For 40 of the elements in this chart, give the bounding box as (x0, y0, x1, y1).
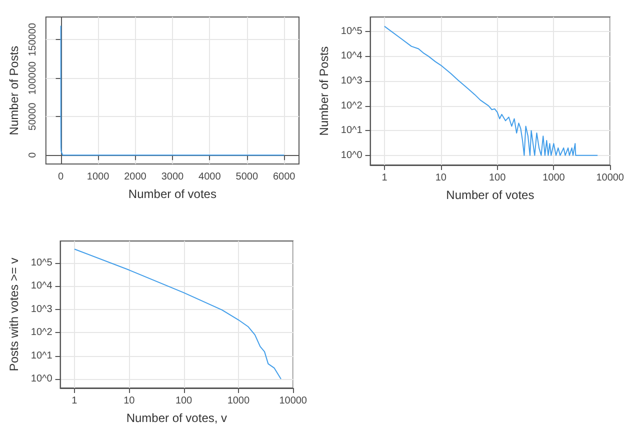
y-tick-label: 10^4 (340, 50, 363, 62)
y-tick-label: 10^5 (30, 257, 53, 268)
y-tick-label: 10^3 (30, 304, 53, 315)
x-tick-label: 3000 (161, 172, 184, 182)
y-tick-label: 0 (27, 152, 38, 158)
x-axis-title: Number of votes (128, 187, 216, 201)
x-axis-title: Number of votes (446, 188, 534, 202)
x-tick-label: 1000 (542, 172, 566, 184)
y-tick-label: 10^1 (340, 125, 363, 136)
y-axis-title: Number of Posts (317, 46, 331, 136)
x-tick-label: 5000 (236, 172, 258, 182)
y-tick-label: 10^4 (30, 280, 53, 292)
x-tick-label: 100 (488, 172, 506, 184)
y-tick-label: 10^1 (30, 350, 53, 362)
line-series (60, 25, 285, 156)
x-tick-label: 10 (435, 172, 447, 184)
x-tick-label: 0 (58, 172, 64, 182)
x-tick-label: 10000 (596, 172, 624, 184)
x-tick-label: 1000 (86, 172, 110, 182)
x-tick-label: 1000 (227, 396, 250, 406)
y-tick-label: 10^0 (30, 374, 53, 385)
y-axis-title: Number of Posts (7, 46, 21, 136)
x-tick-label: 6000 (272, 172, 296, 182)
x-tick-label: 4000 (198, 172, 222, 182)
y-tick-label: 10^3 (340, 75, 363, 86)
y-axis-title: Posts with votes >= v (7, 258, 21, 372)
x-tick-label: 1 (382, 172, 388, 184)
x-tick-label: 10 (124, 396, 136, 406)
x-tick-label: 1 (72, 396, 78, 406)
y-tick-label: 10^2 (30, 327, 53, 338)
y-tick-label: 10^2 (340, 100, 363, 112)
y-tick-label: 50000 (27, 102, 38, 130)
x-tick-label: 10000 (279, 396, 308, 406)
x-tick-label: 100 (175, 396, 193, 406)
y-tick-label: 10^0 (340, 150, 363, 161)
y-tick-label: 150000 (27, 22, 38, 56)
y-tick-label: 10^5 (340, 26, 363, 37)
x-axis-title: Number of votes, v (126, 411, 228, 425)
x-tick-label: 2000 (124, 172, 147, 182)
y-tick-label: 100000 (27, 60, 38, 95)
